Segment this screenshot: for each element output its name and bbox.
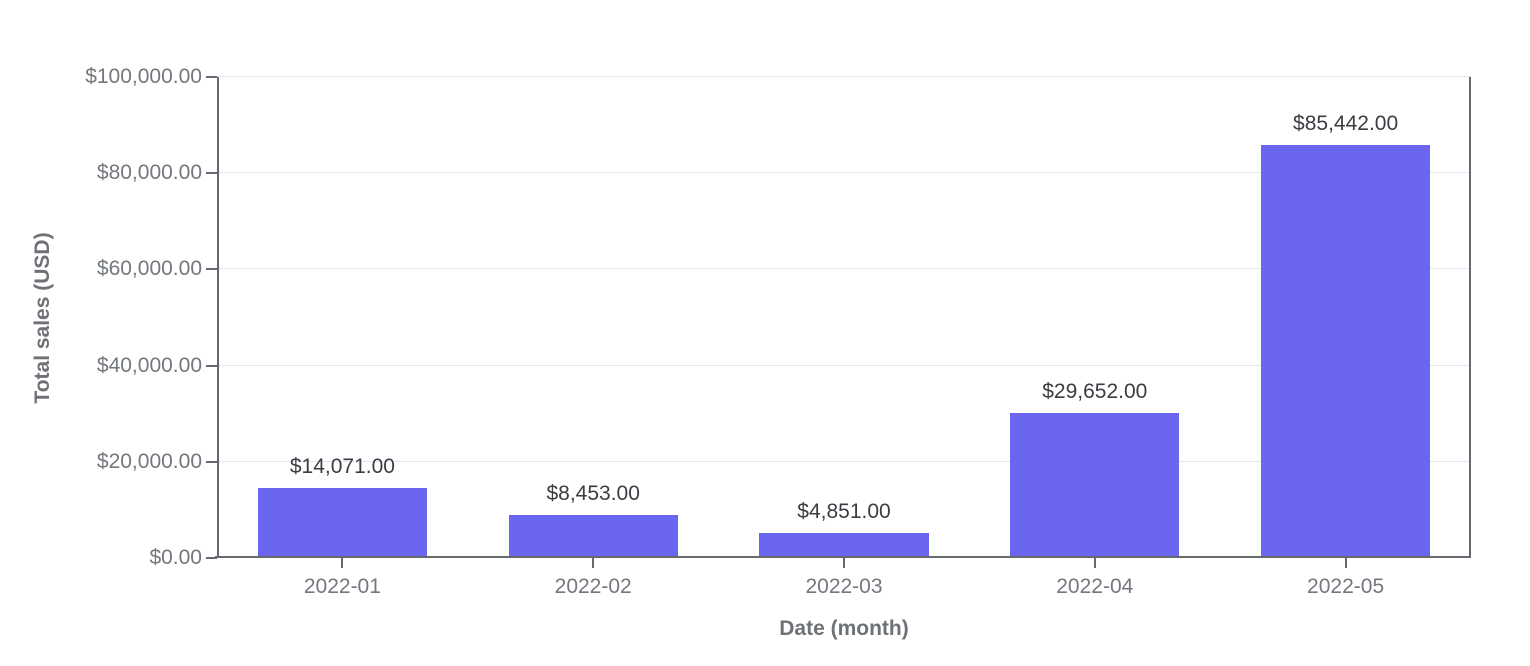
plot-area: $0.00 $20,000.00 $40,000.00 $60,000.00 $80,0… — [85, 65, 1471, 598]
gridline-y — [217, 364, 1471, 366]
x-tick-mark — [341, 558, 344, 568]
bar-value-label: $8,453.00 — [546, 482, 640, 506]
y-tick-mark — [206, 557, 217, 559]
x-tick-mark — [1344, 558, 1347, 568]
x-axis-line — [215, 556, 1471, 558]
bar-value-label: $85,442.00 — [1293, 112, 1399, 136]
bar-value-label: $4,851.00 — [797, 499, 891, 523]
y-tick-label: $40,000.00 — [96, 353, 202, 377]
x-tick-label: 2022-01 — [303, 575, 381, 598]
plot-right-border — [1469, 77, 1471, 558]
bar[interactable] — [257, 488, 428, 556]
y-axis-title: Total sales (USD) — [31, 232, 54, 404]
gridline-y — [217, 268, 1471, 270]
y-tick-mark — [206, 76, 217, 78]
x-axis-title: Date (month) — [779, 617, 909, 640]
y-tick-mark — [206, 460, 217, 463]
x-tick-label: 2022-03 — [805, 575, 883, 598]
x-tick-label: 2022-05 — [1307, 575, 1385, 598]
gridline-y — [217, 76, 1471, 77]
x-tick-label: 2022-04 — [1056, 575, 1134, 598]
gridline-y — [217, 460, 1471, 462]
y-axis-line — [217, 77, 219, 558]
bar-value-label: $14,071.00 — [289, 455, 395, 479]
bar[interactable] — [1260, 145, 1431, 556]
x-tick-mark — [592, 558, 595, 568]
gridline-y — [217, 172, 1471, 174]
x-tick-label: 2022-02 — [554, 575, 632, 598]
y-tick-mark — [206, 268, 217, 271]
y-tick-label: $60,000.00 — [96, 257, 202, 281]
y-tick-label: $20,000.00 — [96, 449, 202, 473]
y-tick-label: $80,000.00 — [96, 161, 202, 185]
y-tick-label: $100,000.00 — [85, 65, 202, 88]
x-tick-mark — [843, 558, 845, 568]
x-tick-mark — [1093, 558, 1096, 568]
y-tick-mark — [206, 172, 217, 175]
bar[interactable] — [508, 515, 678, 556]
bar[interactable] — [759, 532, 929, 556]
y-tick-mark — [206, 364, 217, 367]
y-tick-label: $0.00 — [149, 546, 202, 569]
bar[interactable] — [1010, 413, 1180, 556]
bar-value-label: $29,652.00 — [1042, 380, 1148, 404]
